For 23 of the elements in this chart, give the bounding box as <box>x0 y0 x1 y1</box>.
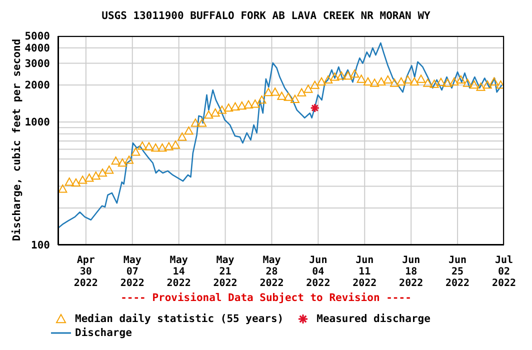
y-tick-label: 1000 <box>24 116 50 129</box>
y-tick-label: 5000 <box>24 30 50 43</box>
text: ---- Provisional Data Subject to Revision ---- <box>120 292 412 304</box>
x-tick-label: Jun 18 2022 <box>399 255 424 289</box>
chart-title: USGS 13011900 BUFFALO FORK AB LAVA CREEK NR MORAN WY <box>100 10 432 22</box>
y-tick-label: 4000 <box>24 42 50 55</box>
y-tick-label: 100 <box>31 240 50 252</box>
legend-label: Measured discharge <box>316 313 430 325</box>
x-tick-label: Jul 02 2022 <box>492 255 516 289</box>
x-tick-label: Jun 11 2022 <box>352 255 377 289</box>
line-series <box>58 42 502 229</box>
x-tick-label: Jun 25 2022 <box>446 255 470 289</box>
y-tick-label: 2000 <box>24 80 50 92</box>
x-tick-label: Apr 30 2022 <box>74 255 98 289</box>
x-tick-label: May 14 2022 <box>166 255 191 289</box>
legend-label: Discharge <box>75 327 132 339</box>
y-tick-label: 3000 <box>24 58 50 70</box>
x-tick-label: May 07 2022 <box>120 255 144 289</box>
x-tick-label: May 28 2022 <box>260 255 284 289</box>
y-axis-title: Discharge, cubic feet per second <box>11 38 23 242</box>
x-tick-label: May 21 2022 <box>213 255 238 289</box>
legend-label: Median daily statistic (55 years) <box>75 313 284 325</box>
x-tick-label: Jun 04 2022 <box>306 255 330 289</box>
